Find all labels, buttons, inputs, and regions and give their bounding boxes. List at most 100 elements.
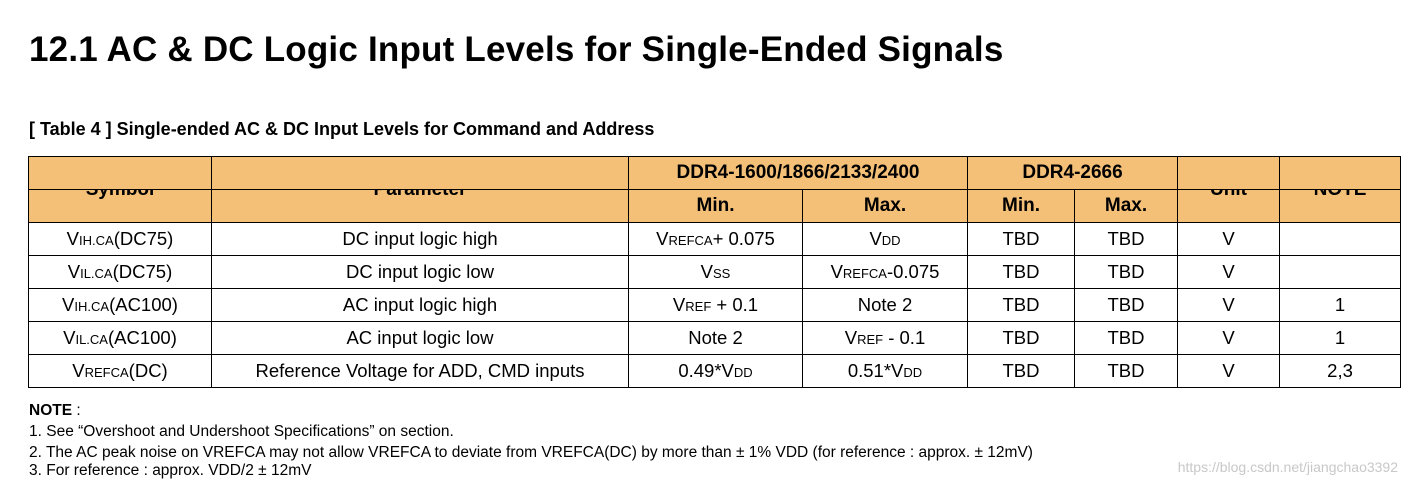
ddr4-2400-min-cell: VREF + 0.1 [628,288,803,322]
header-unit: Unit [1177,189,1281,223]
max-value-part: 0.51*V [847,360,904,381]
symbol-cell: VIH.CA(AC100) [28,288,212,322]
symbol-cell: VIH.CA(DC75) [28,222,212,256]
note-item-1: 1. See “Overshoot and Undershoot Specifi… [29,423,454,440]
symbol-subscript: IL.CA [75,332,108,347]
input-levels-table: DDR4-1600/1866/2133/2400 DDR4-2666 Symbo… [28,156,1402,388]
table-row: VIH.CA(DC75) DC input logic high VREFCA+ 0… [28,222,1402,256]
symbol-subscript: IH.CA [74,299,110,314]
header-note-top [1279,156,1402,190]
ddr4-2400-max-cell: VREFCA-0.075 [802,255,968,289]
max-value-part: -0.075 [886,261,940,282]
symbol-subscript: IH.CA [79,233,114,248]
notes-title: NOTE [29,402,73,419]
table-body: VIH.CA(DC75) DC input logic high VREFCA+ 0… [28,222,1402,388]
symbol-cell: VREFCA(DC) [28,354,212,388]
header-parameter-top [211,156,629,190]
max-value-part: - 0.1 [883,327,926,348]
header-group-ddr4-2666: DDR4-2666 [966,156,1179,190]
symbol-main: V [66,228,80,249]
min-value-part: DD [733,365,753,380]
min-value-part: 0.49*V [678,360,734,381]
parameter-cell: Reference Voltage for ADD, CMD inputs [211,354,629,388]
max-value-part: REFCA [842,266,887,281]
unit-cell: V [1177,321,1281,355]
ddr4-2666-min-cell: TBD [967,354,1075,388]
table-row: VREFCA(DC) Reference Voltage for ADD, CMD… [28,354,1402,388]
max-value-part: V [830,261,843,282]
parameter-cell: AC input logic high [211,288,629,322]
min-value-part: SS [713,266,731,281]
unit-cell: V [1177,222,1281,256]
ddr4-2666-max-cell: TBD [1073,321,1179,355]
header-min: Min. [967,189,1075,223]
parameter-cell: AC input logic low [211,321,629,355]
max-value-part: V [844,327,858,348]
header-symbol-top [28,156,212,190]
header-unit-top [1177,156,1281,190]
min-value-part: V [656,228,669,249]
notes-section: NOTE : 1. See “Overshoot and Undershoot … [29,400,1033,481]
table-row: VIH.CA(AC100) AC input logic high VREF + 0… [28,288,1402,322]
min-value-part: REF [685,299,712,314]
max-value-part: DD [903,365,923,380]
note-cell [1279,255,1402,289]
symbol-subscript: REFCA [84,365,129,380]
table-caption: [ Table 4 ] Single-ended AC & DC Input L… [29,119,655,139]
ddr4-2666-min-cell: TBD [967,321,1075,355]
min-value-part: + 0.1 [711,294,759,315]
note-cell: 1 [1279,288,1402,322]
header-min: Min. [628,189,803,223]
symbol-main: V [63,327,76,348]
max-value-part: REF [857,332,884,347]
parameter-cell: DC input logic low [211,255,629,289]
symbol-main: V [67,261,81,282]
unit-cell: V [1177,288,1281,322]
notes-heading: NOTE : [29,400,1033,421]
unit-cell: V [1177,255,1281,289]
note-cell: 2,3 [1279,354,1402,388]
min-value-part: V [700,261,713,282]
unit-cell: V [1177,354,1281,388]
symbol-tail: (AC100) [109,294,178,315]
section-heading: 12.1 AC & DC Logic Input Levels for Sing… [29,30,1004,69]
note-cell [1279,222,1402,256]
symbol-tail: (DC75) [113,228,174,249]
note-cell: 1 [1279,321,1402,355]
symbol-tail: (AC100) [107,327,177,348]
note-item-3: 3. For reference : approx. VDD/2 ± 12mV [29,462,312,479]
notes-title-suffix: : [72,402,81,419]
ddr4-2400-min-cell: VREFCA+ 0.075 [628,222,803,256]
header-symbol: Symbol [28,189,212,223]
max-value-part: V [869,228,882,249]
table-row: VIL.CA(DC75) DC input logic low VSS VREFCA-… [28,255,1402,289]
symbol-tail: (DC75) [112,261,173,282]
ddr4-2400-max-cell: VDD [802,222,968,256]
symbol-subscript: IL.CA [80,266,113,281]
ddr4-2400-max-cell: VREF - 0.1 [802,321,968,355]
min-value-part: Note 2 [688,327,743,348]
symbol-cell: VIL.CA(DC75) [28,255,212,289]
watermark-url: https://blog.csdn.net/jiangchao3392 [1177,459,1398,475]
ddr4-2400-min-cell: VSS [628,255,803,289]
parameter-cell: DC input logic high [211,222,629,256]
symbol-main: V [72,360,85,381]
ddr4-2666-max-cell: TBD [1073,354,1179,388]
ddr4-2666-max-cell: TBD [1073,222,1179,256]
symbol-cell: VIL.CA(AC100) [28,321,212,355]
header-max: Max. [1073,189,1179,223]
ddr4-2400-max-cell: 0.51*VDD [802,354,968,388]
header-parameter: Parameter [211,189,629,223]
min-value-part: V [672,294,686,315]
symbol-tail: (DC) [128,360,168,381]
ddr4-2400-max-cell: Note 2 [802,288,968,322]
max-value-part: DD [881,233,901,248]
ddr4-2666-min-cell: TBD [967,288,1075,322]
ddr4-2400-min-cell: Note 2 [628,321,803,355]
header-note: NOTE [1279,189,1402,223]
note-item-2: 2. The AC peak noise on VREFCA may not a… [29,444,1033,461]
symbol-main: V [62,294,75,315]
min-value-part: REFCA [668,233,713,248]
max-value-part: Note 2 [857,294,913,315]
table-row: VIL.CA(AC100) AC input logic low Note 2 VRE… [28,321,1402,355]
